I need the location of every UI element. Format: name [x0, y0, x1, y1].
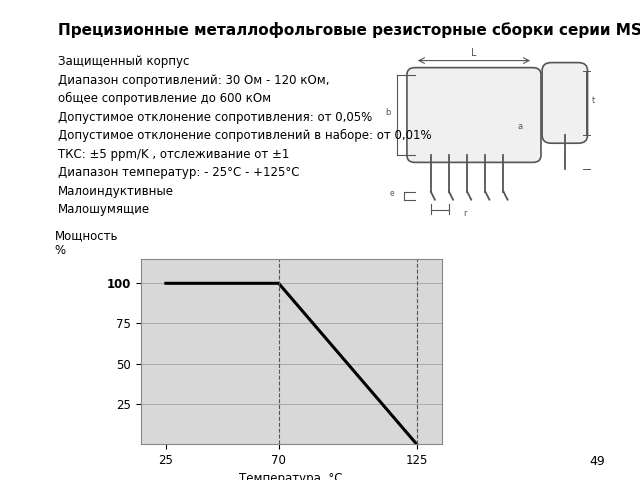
Text: Прецизионные металлофольговые резисторные сборки серии MSE: Прецизионные металлофольговые резисторны…: [58, 22, 640, 37]
Text: L: L: [471, 48, 477, 58]
Text: a: a: [517, 122, 522, 131]
Text: e: e: [390, 189, 394, 198]
Text: Мощность: Мощность: [54, 229, 118, 242]
Text: %: %: [54, 244, 65, 257]
X-axis label: Температура, °С: Температура, °С: [239, 472, 343, 480]
Text: Защищенный корпус
Диапазон сопротивлений: 30 Ом - 120 кОм,
общее сопротивление д: Защищенный корпус Диапазон сопротивлений…: [58, 55, 431, 216]
Text: b: b: [385, 108, 390, 117]
Text: r: r: [463, 209, 467, 218]
FancyBboxPatch shape: [542, 62, 588, 143]
Text: t: t: [592, 96, 595, 105]
FancyBboxPatch shape: [407, 68, 541, 162]
Text: 49: 49: [589, 455, 605, 468]
